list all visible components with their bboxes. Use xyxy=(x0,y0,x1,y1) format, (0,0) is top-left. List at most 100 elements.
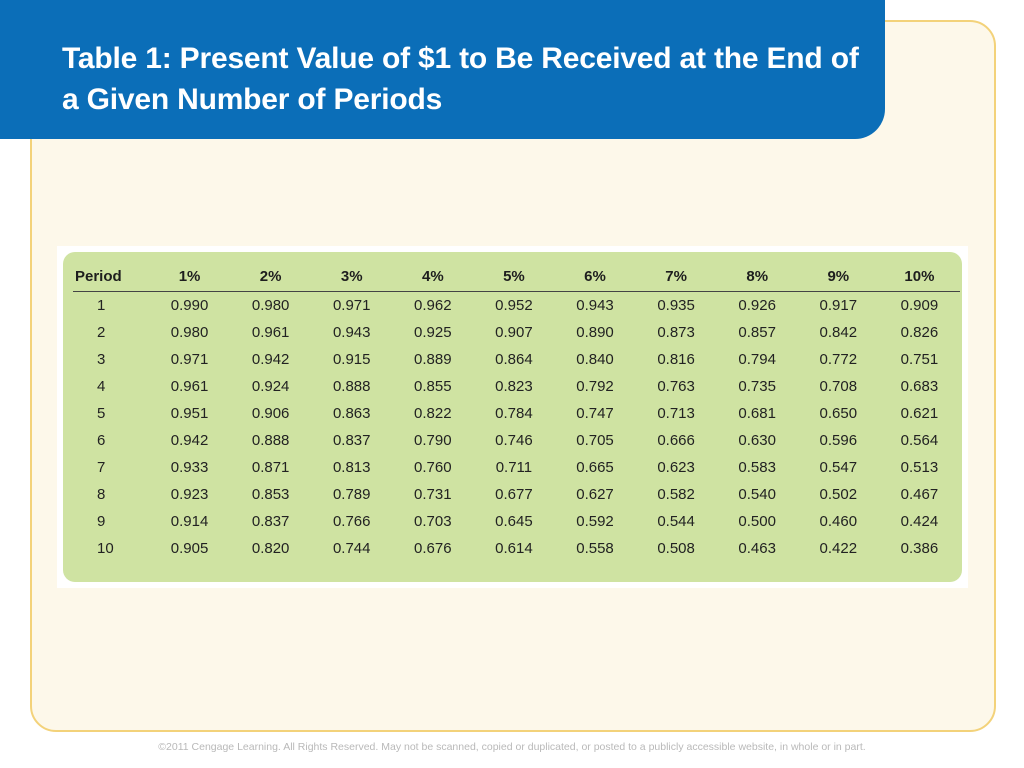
present-value-cell: 0.943 xyxy=(332,324,371,341)
column-header: Period xyxy=(73,262,149,292)
present-value-cell: 0.863 xyxy=(332,405,371,422)
present-value-cell: 0.890 xyxy=(576,324,614,341)
present-value-cell: 0.971 xyxy=(170,351,209,368)
period-cell: 8 xyxy=(97,486,106,503)
present-value-cell: 0.681 xyxy=(738,405,776,422)
slide-title: Table 1: Present Value of $1 to Be Recei… xyxy=(62,42,859,116)
present-value-cell: 0.558 xyxy=(576,540,614,557)
period-cell: 10 xyxy=(97,540,114,557)
column-header: 6% xyxy=(554,262,636,292)
present-value-cell: 0.917 xyxy=(819,297,858,314)
present-value-cell: 0.826 xyxy=(900,324,939,341)
present-value-cell: 0.747 xyxy=(576,405,614,422)
column-header: 8% xyxy=(716,262,798,292)
present-value-cell: 0.751 xyxy=(900,351,939,368)
present-value-cell: 0.544 xyxy=(657,513,695,530)
present-value-cell: 0.842 xyxy=(819,324,858,341)
column-header: 5% xyxy=(473,262,555,292)
present-value-cell: 0.422 xyxy=(819,540,858,557)
present-value-cell: 0.731 xyxy=(414,486,452,503)
present-value-cell: 0.596 xyxy=(819,432,858,449)
present-value-cell: 0.708 xyxy=(819,378,858,395)
present-value-cell: 0.971 xyxy=(332,297,371,314)
present-value-cell: 0.961 xyxy=(170,378,209,395)
present-value-cell: 0.907 xyxy=(495,324,533,341)
present-value-cell: 0.386 xyxy=(900,540,939,557)
period-cell: 9 xyxy=(97,513,106,530)
present-value-cell: 0.547 xyxy=(819,459,858,476)
present-value-cell: 0.627 xyxy=(576,486,614,503)
present-value-cell: 0.935 xyxy=(657,297,695,314)
present-value-cell: 0.864 xyxy=(495,351,533,368)
present-value-cell: 0.666 xyxy=(657,432,695,449)
present-value-cell: 0.784 xyxy=(495,405,533,422)
present-value-cell: 0.683 xyxy=(900,378,939,395)
present-value-cell: 0.914 xyxy=(170,513,209,530)
present-value-cell: 0.961 xyxy=(251,324,290,341)
present-value-cell: 0.980 xyxy=(170,324,209,341)
present-value-cell: 0.711 xyxy=(495,459,533,476)
present-value-cell: 0.792 xyxy=(576,378,614,395)
table-row: 3 0.971 0.942 0.915 0.889 0.864 0.840 0.816 0.79… xyxy=(73,346,960,373)
period-cell: 1 xyxy=(97,297,106,314)
present-value-cell: 0.583 xyxy=(738,459,776,476)
period-cell: 3 xyxy=(97,351,106,368)
present-value-cell: 0.905 xyxy=(170,540,209,557)
present-value-cell: 0.990 xyxy=(170,297,209,314)
column-header: 10% xyxy=(878,262,960,292)
table-row: 2 0.980 0.961 0.943 0.925 0.907 0.890 0.873 0.85… xyxy=(73,319,960,346)
present-value-cell: 0.760 xyxy=(414,459,452,476)
present-value-cell: 0.951 xyxy=(170,405,209,422)
table-body: 1 0.990 0.980 0.971 0.962 0.952 0.943 0.935 0.92… xyxy=(73,292,960,563)
copyright-footer: ©2011 Cengage Learning. All Rights Reser… xyxy=(158,741,866,753)
present-value-cell: 0.816 xyxy=(657,351,695,368)
column-header: 4% xyxy=(392,262,474,292)
present-value-cell: 0.746 xyxy=(495,432,533,449)
present-value-cell: 0.665 xyxy=(576,459,614,476)
present-value-cell: 0.871 xyxy=(251,459,290,476)
present-value-cell: 0.888 xyxy=(251,432,290,449)
present-value-cell: 0.924 xyxy=(251,378,290,395)
present-value-cell: 0.923 xyxy=(170,486,209,503)
present-value-cell: 0.822 xyxy=(414,405,452,422)
table-row: 4 0.961 0.924 0.888 0.855 0.823 0.792 0.763 0.73… xyxy=(73,373,960,400)
present-value-cell: 0.508 xyxy=(657,540,695,557)
title-bar: Table 1: Present Value of $1 to Be Recei… xyxy=(0,0,885,139)
table-row: 8 0.923 0.853 0.789 0.731 0.677 0.627 0.582 0.54… xyxy=(73,481,960,508)
present-value-cell: 0.500 xyxy=(738,513,776,530)
present-value-cell: 0.942 xyxy=(170,432,209,449)
present-value-cell: 0.820 xyxy=(251,540,290,557)
present-value-cell: 0.713 xyxy=(657,405,695,422)
present-value-cell: 0.614 xyxy=(495,540,533,557)
present-value-cell: 0.677 xyxy=(495,486,533,503)
column-header: 9% xyxy=(797,262,879,292)
header-row: Period 1% 2% 3% 4% 5% 6% 7% 8% 9% 10% xyxy=(73,262,960,292)
present-value-cell: 0.789 xyxy=(332,486,371,503)
period-cell: 4 xyxy=(97,378,106,395)
present-value-cell: 0.790 xyxy=(414,432,452,449)
present-value-cell: 0.933 xyxy=(170,459,209,476)
table-row: 7 0.933 0.871 0.813 0.760 0.711 0.665 0.623 0.58… xyxy=(73,454,960,481)
present-value-cell: 0.703 xyxy=(414,513,452,530)
period-cell: 7 xyxy=(97,459,106,476)
table-row: 6 0.942 0.888 0.837 0.790 0.746 0.705 0.666 0.63… xyxy=(73,427,960,454)
present-value-cell: 0.621 xyxy=(900,405,939,422)
present-value-cell: 0.794 xyxy=(738,351,776,368)
table-row: 9 0.914 0.837 0.766 0.703 0.645 0.592 0.544 0.50… xyxy=(73,508,960,535)
present-value-cell: 0.460 xyxy=(819,513,858,530)
present-value-cell: 0.623 xyxy=(657,459,695,476)
present-value-cell: 0.943 xyxy=(576,297,614,314)
present-value-cell: 0.873 xyxy=(657,324,695,341)
present-value-cell: 0.592 xyxy=(576,513,614,530)
period-cell: 6 xyxy=(97,432,106,449)
present-value-cell: 0.502 xyxy=(819,486,858,503)
present-value-cell: 0.513 xyxy=(900,459,939,476)
present-value-cell: 0.840 xyxy=(576,351,614,368)
present-value-cell: 0.888 xyxy=(332,378,371,395)
present-value-cell: 0.540 xyxy=(738,486,776,503)
period-cell: 5 xyxy=(97,405,106,422)
present-value-cell: 0.766 xyxy=(332,513,371,530)
